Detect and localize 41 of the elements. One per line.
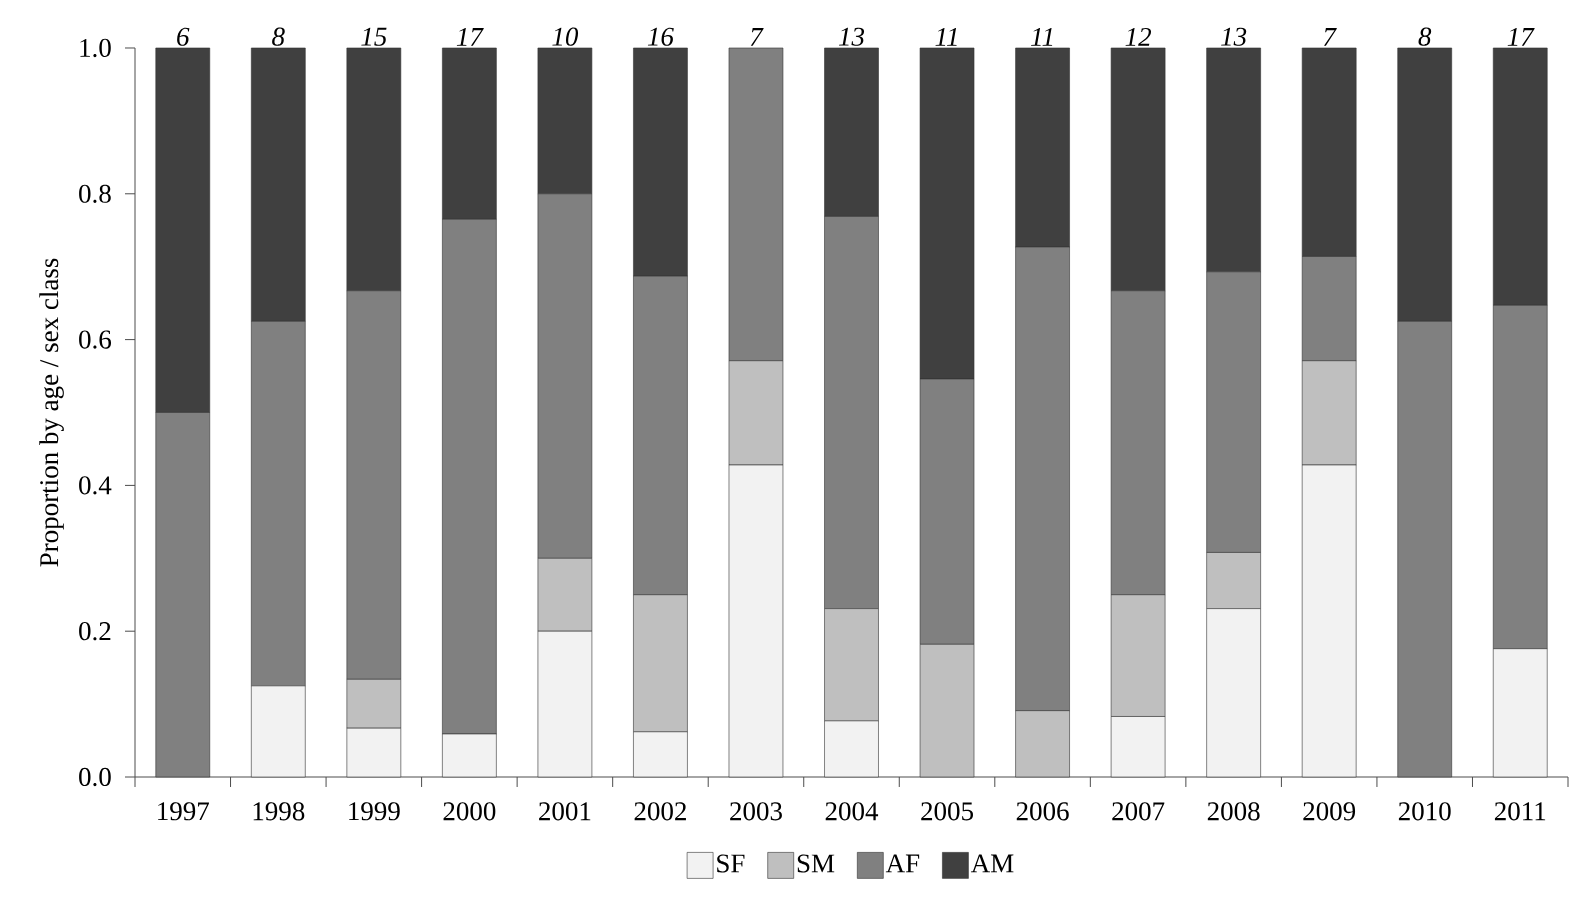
y-tick-label: 0.0 [79,767,111,787]
y-tick-label: 1.0 [80,38,111,58]
x-tick-label: 2001 [539,802,591,821]
annotation: 6 [177,27,190,46]
x-tick-label: 2006 [1016,802,1069,821]
x-tick-label: 2002 [634,802,686,821]
x-tick-label: 2008 [1207,802,1260,821]
x-tick-label: 1997 [158,802,209,821]
x-tick-label: 1998 [253,802,305,821]
y-tick-label: 0.2 [79,622,111,641]
annotation: 11 [1031,27,1053,46]
annotation: 7 [1324,28,1337,46]
legend-label: AF [885,854,920,873]
x-tick-label: 1999 [349,802,400,821]
x-tick-label: 2005 [921,802,973,821]
annotation: 15 [361,27,387,46]
x-tick-label: 2004 [825,802,879,821]
y-axis-title: Proportion by age / sex class [39,258,64,567]
legend-label: SF [717,854,745,873]
legend-label: SM [797,854,835,873]
annotation: 17 [1507,27,1535,46]
annotation: 11 [935,27,957,46]
x-tick-label: 2007 [1112,802,1165,821]
x-tick-label: 2011 [1494,802,1546,821]
annotation: 7 [750,28,764,46]
annotation: 8 [1418,27,1432,46]
annotation: 8 [272,27,285,46]
y-tick-label: 0.4 [79,476,112,495]
x-tick-label: 2003 [730,802,782,821]
x-tick-label: 2000 [443,802,496,821]
legend-label: AM [970,854,1014,873]
annotation: 10 [552,27,579,46]
x-tick-label: 2009 [1303,802,1356,821]
y-tick-label: 0.6 [79,330,112,349]
annotation: 13 [1221,27,1247,46]
annotation: 13 [838,27,865,46]
annotation: 16 [647,27,674,46]
x-tick-label: 2010 [1398,802,1451,821]
annotation: 17 [456,27,484,46]
y-tick-label: 0.8 [79,184,111,203]
annotation: 12 [1125,27,1152,46]
